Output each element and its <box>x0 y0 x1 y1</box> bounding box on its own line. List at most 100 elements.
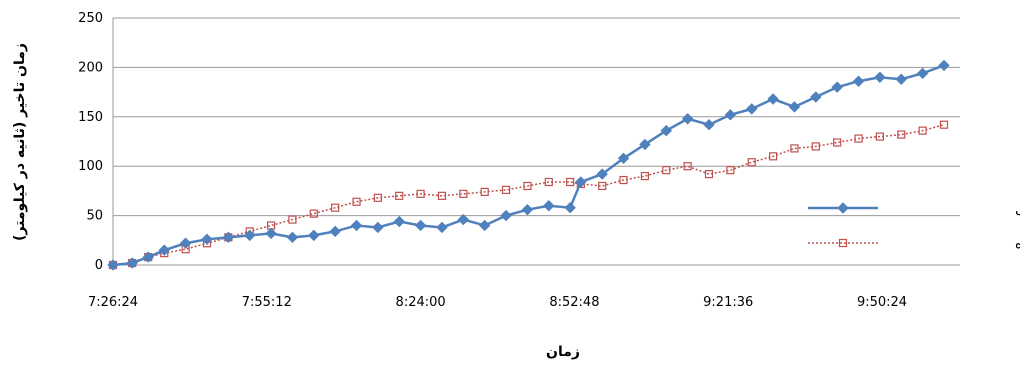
data-point <box>768 152 778 161</box>
data-point <box>639 138 651 151</box>
data-point <box>918 126 927 135</box>
x-tick-label: 8:24:00 <box>396 295 446 310</box>
data-point <box>436 221 448 234</box>
data-point <box>619 175 628 185</box>
data-point <box>703 118 715 131</box>
data-point <box>372 221 384 234</box>
data-point <box>437 191 447 200</box>
legend-swatch-marker <box>838 238 848 248</box>
legend: حالت بدون کنترل حالت کنترل شده <box>808 201 1020 252</box>
x-tick-label: 8:52:48 <box>549 295 599 310</box>
x-tick-label: 7:26:24 <box>88 295 138 310</box>
data-point <box>726 166 735 175</box>
data-point <box>329 225 341 238</box>
data-point <box>662 166 671 175</box>
data-point <box>501 185 511 195</box>
data-point <box>331 203 340 212</box>
data-point <box>286 231 299 244</box>
data-point <box>201 233 213 246</box>
data-point <box>459 189 468 198</box>
tick-labels: 0 50 100 150 200 250 7:26:24 7:55:12 8:24:00 8:52… <box>78 11 907 310</box>
data-point <box>704 170 714 179</box>
data-point <box>265 227 277 240</box>
data-point <box>288 215 297 224</box>
data-point <box>544 177 553 187</box>
data-point <box>916 67 929 80</box>
data-point <box>416 189 425 198</box>
data-point <box>308 229 320 242</box>
data-point <box>480 187 489 196</box>
data-point <box>747 158 756 167</box>
x-axis-title: زمان <box>546 344 580 360</box>
series-uncontrolled <box>107 59 950 271</box>
y-tick-label: 150 <box>78 110 103 125</box>
series-layer <box>107 59 950 271</box>
data-point <box>790 144 799 153</box>
data-point <box>895 73 907 85</box>
data-point <box>938 59 950 72</box>
data-point <box>309 209 318 218</box>
legend-swatch-marker <box>837 202 849 214</box>
data-point <box>724 109 737 121</box>
y-tick-label: 250 <box>78 11 103 26</box>
data-point <box>126 257 138 269</box>
data-point <box>564 201 576 214</box>
data-point <box>617 152 630 165</box>
data-point <box>681 113 694 125</box>
data-point <box>500 209 512 222</box>
legend-label: حالت کنترل شده <box>1015 236 1020 252</box>
y-tick-label: 0 <box>95 258 103 273</box>
data-point <box>352 197 361 206</box>
data-point <box>811 142 820 151</box>
series-controlled <box>108 120 949 270</box>
legend-label: حالت بدون کنترل <box>1015 201 1020 217</box>
data-point <box>414 219 427 232</box>
x-tick-label: 9:50:24 <box>857 295 907 310</box>
data-point <box>478 219 491 232</box>
data-point <box>746 103 758 115</box>
data-point <box>107 259 119 271</box>
data-point <box>897 130 906 139</box>
x-tick-label: 7:55:12 <box>242 295 292 310</box>
data-point <box>373 193 382 202</box>
y-tick-label: 200 <box>78 60 103 75</box>
data-point <box>788 101 801 113</box>
data-point <box>566 177 575 187</box>
data-point <box>142 251 154 263</box>
data-point <box>660 124 672 137</box>
data-point <box>598 181 607 191</box>
data-point <box>854 134 863 143</box>
data-point <box>158 244 170 256</box>
data-point <box>244 229 256 242</box>
data-point <box>179 237 192 249</box>
data-point <box>833 138 842 147</box>
x-tick-label: 9:21:36 <box>703 295 753 310</box>
gridlines <box>112 17 960 266</box>
data-point <box>683 162 692 171</box>
data-point <box>523 181 532 191</box>
data-point <box>393 215 405 228</box>
data-point <box>521 203 534 216</box>
data-point <box>640 171 650 181</box>
data-point <box>939 120 949 129</box>
data-point <box>875 132 884 141</box>
data-point <box>457 213 470 226</box>
data-point <box>874 71 886 83</box>
legend-item: حالت بدون کنترل <box>808 201 1020 217</box>
y-tick-label: 50 <box>86 209 103 224</box>
legend-item: حالت کنترل شده <box>808 236 1020 252</box>
data-point <box>575 176 587 188</box>
data-point <box>222 231 235 244</box>
series-line <box>112 123 945 266</box>
data-point <box>852 75 865 87</box>
data-point <box>831 81 843 93</box>
data-point <box>350 219 363 232</box>
y-axis-title: زمان تاخیر (ثانیه در کیلومتر) <box>12 43 28 241</box>
data-point <box>810 91 822 103</box>
y-tick-label: 100 <box>78 159 103 174</box>
data-point <box>395 191 404 200</box>
data-point <box>596 168 608 180</box>
data-point <box>543 200 555 212</box>
data-point <box>767 93 779 105</box>
